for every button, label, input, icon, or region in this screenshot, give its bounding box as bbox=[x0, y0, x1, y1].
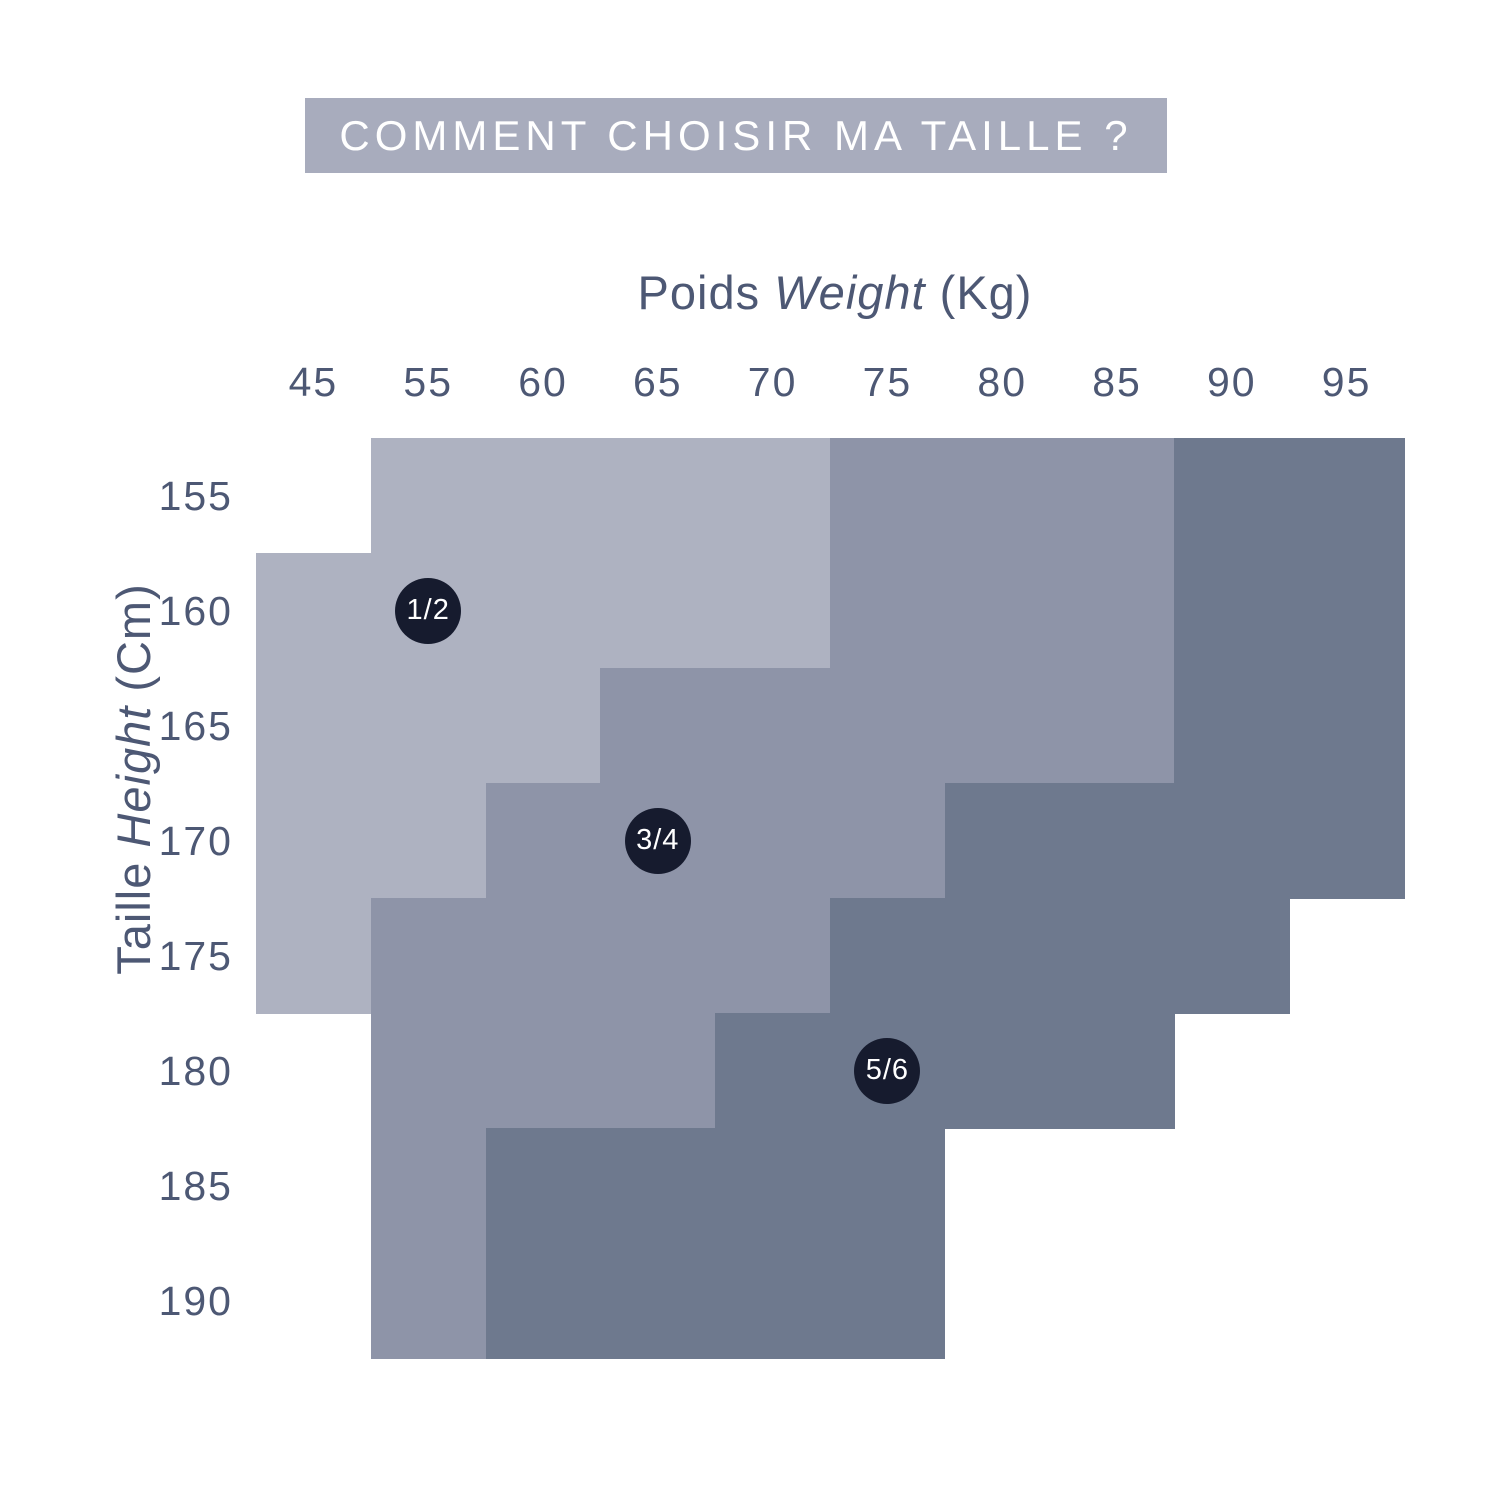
y-tick-165: 165 bbox=[158, 702, 233, 749]
size-zone-5-6-row-165 bbox=[1174, 668, 1405, 784]
size-zone-3-4-row-160 bbox=[830, 553, 1175, 669]
x-axis-title: Poids Weight (Kg) bbox=[85, 262, 1500, 322]
x-tick-55: 55 bbox=[403, 359, 453, 405]
x-tick-75: 75 bbox=[862, 359, 913, 405]
x-tick-90: 90 bbox=[1206, 359, 1257, 405]
size-zone-5-6-row-170 bbox=[944, 783, 1405, 899]
size-zone-1-2-row-175 bbox=[256, 898, 372, 1014]
size-zone-5-6-row-180 bbox=[715, 1013, 1175, 1129]
x-tick-60: 60 bbox=[518, 359, 568, 405]
size-zone-3-4-row-155 bbox=[830, 438, 1175, 554]
x-axis-unit: (Kg) bbox=[925, 265, 1033, 319]
y-tick-175: 175 bbox=[158, 932, 233, 979]
size-zone-5-6-row-155 bbox=[1174, 438, 1405, 554]
size-zone-5-6-row-160 bbox=[1174, 553, 1405, 669]
size-badge-3-4: 3/4 bbox=[624, 807, 691, 874]
size-zone-5-6-row-175 bbox=[830, 898, 1290, 1014]
size-zone-1-2-row-165 bbox=[256, 668, 601, 784]
y-tick-155: 155 bbox=[158, 472, 233, 519]
size-zone-3-4-row-175 bbox=[370, 898, 831, 1014]
x-tick-45: 45 bbox=[288, 359, 339, 405]
y-tick-185: 185 bbox=[158, 1162, 233, 1209]
size-zone-5-6-row-185 bbox=[485, 1128, 946, 1244]
size-zone-3-4-row-170 bbox=[485, 783, 946, 899]
size-zone-1-2-row-170 bbox=[256, 783, 487, 899]
x-tick-85: 85 bbox=[1092, 359, 1142, 405]
size-zone-3-4-row-165 bbox=[600, 668, 1175, 784]
y-tick-170: 170 bbox=[158, 817, 233, 864]
y-tick-180: 180 bbox=[158, 1047, 233, 1094]
size-zone-1-2-row-155 bbox=[370, 438, 831, 554]
x-axis-label-fr: Poids bbox=[637, 265, 775, 319]
x-tick-70: 70 bbox=[747, 359, 798, 405]
size-zone-3-4-row-185 bbox=[370, 1128, 487, 1244]
size-badge-1-2: 1/2 bbox=[395, 577, 462, 644]
size-zone-3-4-row-180 bbox=[370, 1013, 716, 1129]
x-tick-95: 95 bbox=[1321, 359, 1372, 405]
y-tick-190: 190 bbox=[158, 1277, 233, 1324]
page-title: COMMENT CHOISIR MA TAILLE ? bbox=[305, 98, 1167, 173]
x-axis-label-en: Weight bbox=[774, 265, 926, 319]
y-tick-160: 160 bbox=[158, 587, 233, 634]
size-zone-5-6-row-190 bbox=[485, 1243, 946, 1359]
size-badge-5-6: 5/6 bbox=[854, 1037, 921, 1104]
size-zone-3-4-row-190 bbox=[370, 1243, 487, 1359]
size-zone-1-2-row-160 bbox=[256, 553, 831, 669]
x-tick-65: 65 bbox=[632, 359, 683, 405]
y-axis-title: Taille Height (Cm) bbox=[103, 449, 163, 1109]
x-tick-80: 80 bbox=[977, 359, 1027, 405]
